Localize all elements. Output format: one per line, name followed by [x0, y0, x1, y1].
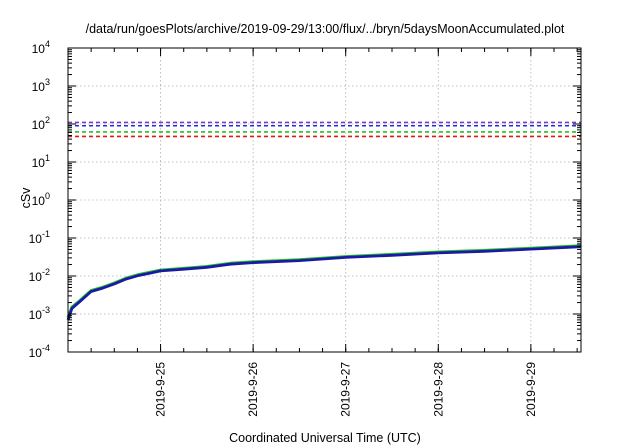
- y-tick-exponent: -1: [42, 229, 50, 239]
- reference-lines: [68, 121, 581, 138]
- chart-title: /data/run/goesPlots/archive/2019-09-29/1…: [86, 22, 565, 36]
- y-tick-label: 101: [32, 153, 50, 170]
- x-tick-label: 2019-9-28: [431, 362, 445, 417]
- y-tick-exponent: -2: [42, 267, 50, 277]
- axis-ticks: [67, 47, 581, 353]
- y-tick-exponent: 1: [45, 153, 50, 163]
- y-tick-base: 10: [29, 308, 43, 322]
- y-tick-label: 10-1: [29, 229, 50, 246]
- y-tick-label: 104: [32, 39, 50, 56]
- series-line: [66, 244, 582, 319]
- grid: [68, 48, 581, 352]
- y-tick-exponent: -4: [42, 343, 50, 353]
- y-tick-exponent: 3: [45, 77, 50, 87]
- x-tick-label: 2019-9-26: [246, 362, 260, 417]
- y-tick-label: 10-4: [29, 343, 50, 360]
- y-tick-label: 10-3: [29, 305, 50, 322]
- y-tick-base: 10: [29, 232, 43, 246]
- x-tick-labels: 2019-9-25 2019-9-26 2019-9-27 2019-9-28 2019…: [154, 362, 538, 417]
- y-tick-base: 10: [32, 194, 46, 208]
- y-tick-label: 103: [32, 77, 50, 94]
- y-tick-exponent: 0: [45, 191, 50, 201]
- y-tick-base: 10: [32, 42, 46, 56]
- y-tick-base: 10: [29, 346, 43, 360]
- x-tick-label: 2019-9-29: [524, 362, 538, 417]
- series-line: [66, 245, 582, 321]
- y-tick-base: 10: [29, 270, 43, 284]
- x-axis-label: Coordinated Universal Time (UTC): [229, 431, 421, 445]
- y-tick-exponent: 2: [45, 115, 50, 125]
- x-tick-label: 2019-9-27: [339, 362, 353, 417]
- x-tick-label: 2019-9-25: [154, 362, 168, 417]
- y-tick-base: 10: [32, 156, 46, 170]
- y-tick-label: 100: [32, 191, 50, 208]
- y-axis-label: cSv: [19, 187, 33, 209]
- y-tick-label: 10-2: [29, 267, 50, 284]
- y-tick-base: 10: [32, 80, 46, 94]
- y-tick-base: 10: [32, 118, 46, 132]
- y-tick-label: 102: [32, 115, 50, 132]
- series-group: [66, 244, 582, 321]
- y-tick-exponent: 4: [45, 39, 50, 49]
- y-tick-exponent: -3: [42, 305, 50, 315]
